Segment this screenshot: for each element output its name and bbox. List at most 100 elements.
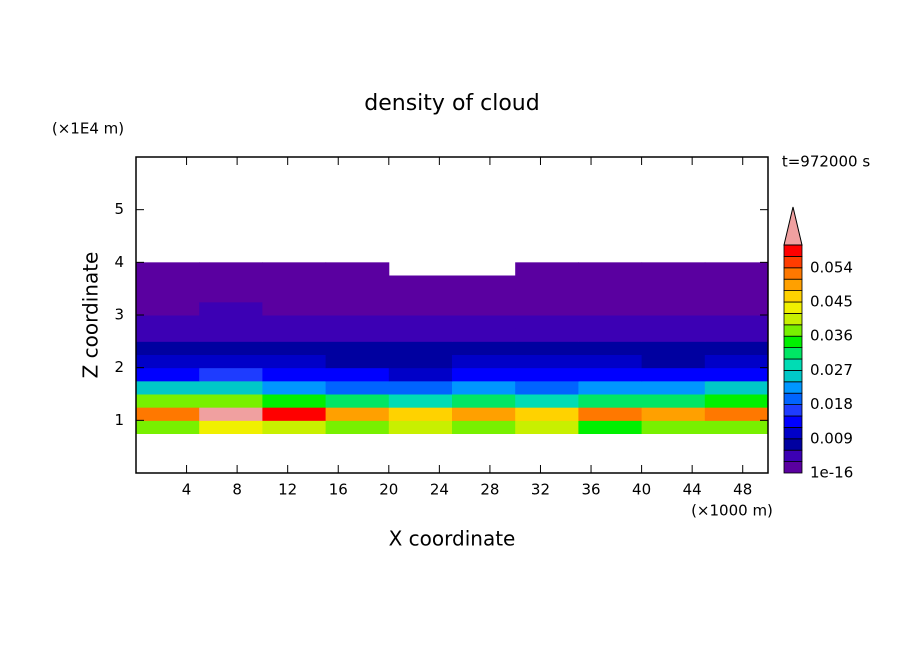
colorbar-block bbox=[783, 301, 803, 314]
x-tick-label: 4 bbox=[182, 481, 192, 499]
y-tick-label: 2 bbox=[114, 358, 124, 376]
colorbar-label: 0.018 bbox=[810, 395, 853, 413]
cell bbox=[388, 394, 453, 408]
cell bbox=[578, 262, 643, 276]
cell bbox=[325, 288, 390, 303]
cell bbox=[388, 315, 453, 329]
cell bbox=[199, 420, 263, 434]
x-tick-label: 24 bbox=[430, 481, 449, 499]
cell bbox=[452, 380, 516, 395]
cell bbox=[704, 354, 769, 369]
cell bbox=[515, 262, 579, 276]
cell bbox=[578, 328, 643, 342]
cell bbox=[452, 328, 516, 342]
cell bbox=[704, 394, 769, 408]
cell bbox=[704, 341, 769, 355]
y-tick-label: 4 bbox=[114, 253, 124, 271]
cell bbox=[262, 275, 327, 290]
cell bbox=[199, 354, 263, 369]
cell bbox=[578, 288, 643, 303]
colorbar-extend bbox=[783, 206, 803, 246]
cell bbox=[325, 275, 390, 290]
cell bbox=[704, 420, 769, 434]
cell bbox=[704, 407, 769, 421]
cell bbox=[452, 367, 516, 382]
cell bbox=[262, 262, 327, 276]
cell bbox=[452, 315, 516, 329]
cell bbox=[641, 262, 706, 276]
cell bbox=[262, 394, 327, 408]
cell bbox=[136, 380, 200, 395]
cell bbox=[388, 407, 453, 421]
cell bbox=[388, 275, 453, 290]
colorbar-block bbox=[783, 369, 803, 383]
cell bbox=[388, 380, 453, 395]
cell bbox=[704, 275, 769, 290]
cell bbox=[452, 394, 516, 408]
cell bbox=[515, 328, 579, 342]
cell bbox=[641, 394, 706, 408]
cell bbox=[704, 367, 769, 382]
colorbar-block bbox=[783, 324, 803, 337]
cell bbox=[262, 301, 327, 316]
x-tick-label: 48 bbox=[733, 481, 752, 499]
cell bbox=[641, 288, 706, 303]
cell bbox=[515, 275, 579, 290]
cell bbox=[641, 407, 706, 421]
cell bbox=[641, 367, 706, 382]
cell bbox=[452, 275, 516, 290]
x-tick-label: 36 bbox=[581, 481, 600, 499]
cell bbox=[199, 301, 263, 316]
cell bbox=[199, 367, 263, 382]
cell bbox=[704, 328, 769, 342]
cell bbox=[515, 380, 579, 395]
cell bbox=[515, 367, 579, 382]
colorbar-label: 1e-16 bbox=[810, 464, 853, 482]
x-tick-label: 32 bbox=[531, 481, 550, 499]
cell bbox=[262, 288, 327, 303]
colorbar-block bbox=[783, 381, 803, 394]
cell bbox=[325, 420, 390, 434]
cell bbox=[136, 288, 200, 303]
cell bbox=[641, 301, 706, 316]
colorbar-block bbox=[783, 404, 803, 417]
cell bbox=[578, 407, 643, 421]
cell bbox=[578, 420, 643, 434]
y-unit: (×1E4 m) bbox=[52, 120, 124, 138]
cell bbox=[641, 275, 706, 290]
cell bbox=[641, 341, 706, 355]
cell bbox=[515, 315, 579, 329]
x-tick-label: 44 bbox=[683, 481, 702, 499]
cell bbox=[262, 328, 327, 342]
y-tick-label: 3 bbox=[114, 306, 124, 324]
cell bbox=[136, 394, 200, 408]
x-tick-label: 40 bbox=[632, 481, 651, 499]
colorbar-label: 0.045 bbox=[810, 293, 853, 311]
cell bbox=[515, 407, 579, 421]
cell bbox=[452, 420, 516, 434]
cell bbox=[325, 367, 390, 382]
cell bbox=[704, 288, 769, 303]
colorbar-label: 0.009 bbox=[810, 429, 853, 447]
colorbar-block bbox=[783, 426, 803, 440]
cell bbox=[325, 407, 390, 421]
cell bbox=[515, 394, 579, 408]
cell bbox=[199, 262, 263, 276]
cell bbox=[704, 262, 769, 276]
cell bbox=[388, 341, 453, 355]
cell bbox=[388, 420, 453, 434]
colorbar-block bbox=[783, 335, 803, 349]
cell bbox=[262, 341, 327, 355]
cell bbox=[325, 262, 390, 276]
cell bbox=[704, 301, 769, 316]
cell bbox=[262, 354, 327, 369]
cell bbox=[199, 315, 263, 329]
cell bbox=[199, 341, 263, 355]
cell bbox=[578, 341, 643, 355]
cell bbox=[515, 354, 579, 369]
colorbar-block bbox=[783, 461, 803, 474]
cell bbox=[452, 407, 516, 421]
cell bbox=[262, 420, 327, 434]
x-tick-label: 8 bbox=[232, 481, 242, 499]
